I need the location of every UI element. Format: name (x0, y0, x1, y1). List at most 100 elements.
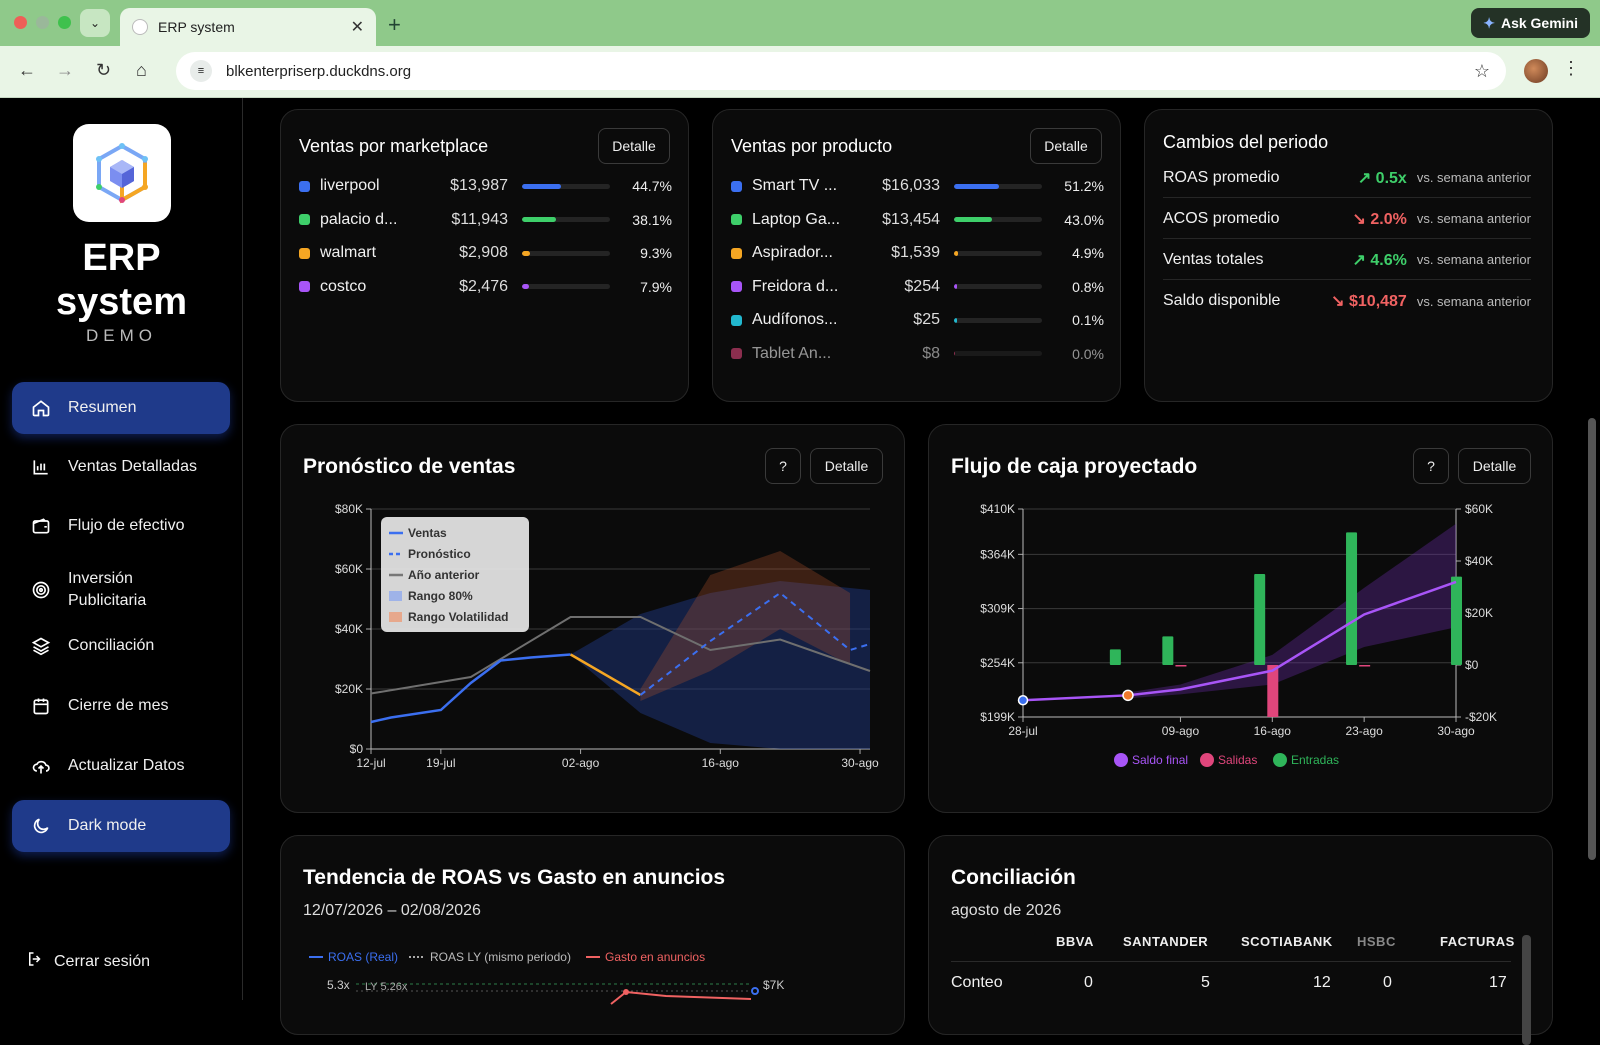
list-item[interactable]: Smart TV ... $16,033 51.2% (731, 176, 1104, 196)
nav-cierre-de-mes[interactable]: Cierre de mes (12, 680, 230, 732)
list-item[interactable]: Tablet An... $8 0.0% (731, 344, 1104, 364)
site-info-icon[interactable]: ≡ (190, 60, 212, 82)
list-item[interactable]: palacio d... $11,943 38.1% (299, 210, 672, 230)
share-bar-fill (954, 250, 959, 256)
x-tick-label: 30-ago (1437, 724, 1475, 738)
share-bar (522, 284, 610, 289)
nav-actualizar-datos[interactable]: Actualizar Datos (12, 740, 230, 792)
item-name: liverpool (320, 177, 380, 194)
close-tab-icon[interactable]: ✕ (350, 19, 364, 36)
list-item[interactable]: Audífonos... $25 0.1% (731, 310, 1104, 330)
legend-label: Saldo final (1132, 753, 1188, 767)
change-suffix: vs. semana anterior (1416, 211, 1531, 226)
ask-gemini-button[interactable]: ✦ Ask Gemini (1471, 8, 1590, 38)
nav-label: Resumen (68, 399, 137, 416)
table-divider (951, 961, 1511, 962)
card-title: Pronóstico de ventas (303, 455, 516, 478)
flujo-help-button[interactable]: ? (1413, 448, 1449, 484)
pronostico-detail-button[interactable]: Detalle (810, 448, 883, 484)
reload-icon[interactable]: ↻ (96, 60, 112, 80)
home-browser-icon[interactable]: ⌂ (136, 60, 147, 80)
y-right-tick-label: $40K (1465, 554, 1493, 568)
browser-menu-icon[interactable]: ⋮ (1562, 58, 1580, 78)
series-color-dot (299, 214, 310, 225)
salidas-bar (1267, 665, 1279, 717)
nav-label: Dark mode (68, 817, 147, 834)
list-item[interactable]: liverpool $13,987 44.7% (299, 176, 672, 196)
forward-icon[interactable]: → (56, 60, 74, 80)
legend-label: Rango 80% (408, 589, 473, 603)
share-bar (522, 217, 610, 222)
share-bar (954, 284, 1042, 289)
page-scrollbar[interactable] (1588, 418, 1596, 860)
th-scotiabank[interactable]: SCOTIABANK (1241, 934, 1333, 949)
series-color-dot (731, 180, 742, 192)
nav-resumen[interactable]: Resumen (12, 382, 230, 434)
item-percent: 44.7% (632, 178, 672, 194)
brand-title: ERP system (0, 236, 243, 324)
card-title: Ventas por marketplace (299, 136, 489, 156)
logout-button[interactable]: Cerrar sesión (26, 950, 150, 973)
nav-ventas-detalladas[interactable]: Ventas Detalladas (12, 441, 230, 493)
profile-avatar[interactable] (1524, 59, 1548, 83)
tab-title: ERP system (158, 19, 235, 35)
browser-tab[interactable]: ERP system ✕ (120, 8, 376, 46)
dark-mode-toggle[interactable]: Dark mode (12, 800, 230, 852)
new-tab-button[interactable]: + (388, 12, 401, 37)
share-bar-fill (522, 183, 562, 189)
producto-detail-button[interactable]: Detalle (1030, 128, 1102, 164)
close-window-button[interactable] (14, 16, 27, 29)
list-item[interactable]: costco $2,476 7.9% (299, 277, 672, 297)
chart-legend (381, 517, 529, 632)
cell-scotiabank: 12 (1313, 974, 1331, 991)
list-item[interactable]: Freidora d... $254 0.8% (731, 277, 1104, 297)
change-row: ROAS promedio ↗ 0.5x vs. semana anterior (1163, 158, 1531, 198)
bookmark-star-icon[interactable]: ☆ (1473, 60, 1490, 81)
x-tick-label: 09-ago (1162, 724, 1200, 738)
share-bar (522, 250, 610, 256)
list-item[interactable]: Aspirador... $1,539 4.9% (731, 243, 1104, 263)
maximize-window-button[interactable] (58, 16, 71, 29)
change-label: ACOS promedio (1163, 209, 1280, 227)
tab-search-button[interactable]: ⌄ (80, 9, 110, 37)
item-amount: $25 (913, 311, 940, 328)
legend-label: Ventas (408, 526, 447, 540)
back-icon[interactable]: ← (18, 60, 36, 80)
legend-label: Salidas (1218, 753, 1257, 767)
list-item[interactable]: walmart $2,908 9.3% (299, 243, 672, 263)
y-tick-label: $80K (335, 502, 363, 516)
legend-label: Rango Volatilidad (408, 610, 508, 624)
y-left-tick-label: $254K (980, 656, 1015, 670)
table-scrollbar[interactable] (1522, 935, 1531, 1045)
item-percent: 9.3% (640, 245, 672, 261)
item-name: Tablet An... (752, 344, 832, 362)
bar-chart-icon (30, 456, 52, 478)
nav-inversion-publicitaria[interactable]: Inversión Publicitaria (12, 560, 230, 620)
series-color-dot (299, 247, 310, 259)
y-tick-label: $40K (335, 622, 363, 636)
target-icon (30, 579, 52, 601)
th-bbva[interactable]: BBVA (1056, 934, 1094, 949)
nav-conciliacion[interactable]: Conciliación (12, 620, 230, 672)
series-color-dot (731, 314, 742, 326)
entradas-bar (1109, 649, 1121, 665)
th-hsbc[interactable]: HSBC (1357, 934, 1396, 949)
card-title: Conciliación (951, 866, 1076, 889)
th-facturas[interactable]: FACTURAS (1440, 934, 1515, 949)
marketplace-detail-button[interactable]: Detalle (598, 128, 670, 164)
minimize-window-button[interactable] (36, 16, 49, 29)
url-field[interactable]: ≡ blkenterpriserp.duckdns.org ☆ (176, 52, 1506, 90)
entradas-bar (1162, 636, 1174, 665)
roas-y-left-top: 5.3x (327, 978, 350, 992)
list-item[interactable]: Laptop Ga... $13,454 43.0% (731, 210, 1104, 230)
favicon-icon (132, 19, 148, 35)
pronostico-help-button[interactable]: ? (765, 448, 801, 484)
th-santander[interactable]: SANTANDER (1123, 934, 1209, 949)
share-bar-fill (522, 250, 531, 256)
flujo-detail-button[interactable]: Detalle (1458, 448, 1531, 484)
legend-dot (1114, 753, 1128, 767)
y-left-tick-label: $410K (980, 502, 1015, 516)
change-suffix: vs. semana anterior (1416, 170, 1531, 185)
nav-flujo-de-efectivo[interactable]: Flujo de efectivo (12, 500, 230, 552)
item-name: Audífonos... (752, 311, 838, 328)
